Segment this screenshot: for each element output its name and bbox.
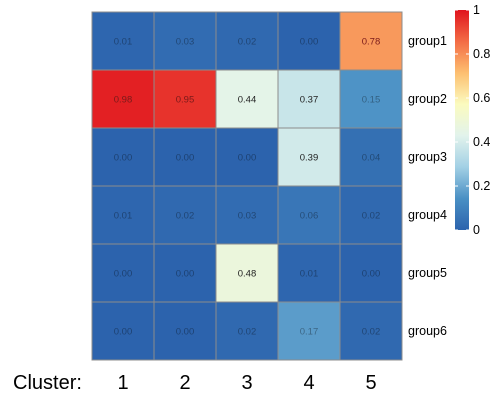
heatmap-cell	[215, 69, 279, 129]
cell-value-label: 0.01	[300, 269, 319, 280]
cell-value-label: 0.44	[238, 95, 257, 106]
heatmap-cell	[215, 11, 279, 71]
cell-value-label: 0.48	[238, 269, 257, 280]
cell-value-label: 0.00	[176, 327, 195, 338]
row-label: group6	[408, 324, 447, 338]
legend-tick-label: 0	[473, 223, 480, 237]
row-label: group2	[408, 92, 447, 106]
cell-value-label: 0.02	[238, 327, 257, 338]
heatmap-cell	[339, 301, 403, 361]
cell-value-label: 0.00	[176, 153, 195, 164]
cell-value-label: 0.03	[238, 211, 257, 222]
heatmap-cell	[277, 185, 341, 245]
cell-value-label: 0.39	[300, 153, 319, 164]
column-labels: 1 2 3 4 5	[117, 372, 376, 394]
cell-value-label: 0.04	[362, 153, 381, 164]
heatmap-cell	[91, 243, 155, 303]
column-label: 2	[179, 372, 190, 394]
cell-value-label: 0.00	[362, 269, 381, 280]
row-label: group4	[408, 208, 447, 222]
heatmap-cell	[277, 301, 341, 361]
legend-tick-label: 1	[473, 3, 480, 17]
heatmap-cell	[339, 69, 403, 129]
cell-value-label: 0.02	[362, 211, 381, 222]
cell-value-label: 0.37	[300, 95, 319, 106]
cell-value-label: 0.01	[114, 37, 133, 48]
cell-value-label: 0.00	[114, 153, 133, 164]
heatmap-cell	[91, 11, 155, 71]
cell-value-label: 0.00	[114, 269, 133, 280]
heatmap-cell	[153, 11, 217, 71]
cell-value-label: 0.98	[114, 95, 133, 106]
row-label: group5	[408, 266, 447, 280]
row-label: group1	[408, 34, 447, 48]
heatmap-cell	[91, 185, 155, 245]
heatmap-cell	[215, 243, 279, 303]
legend-tick-label: 0.6	[473, 91, 490, 105]
column-label: 4	[303, 372, 314, 394]
cell-value-label: 0.00	[176, 269, 195, 280]
cell-value-label: 0.02	[362, 327, 381, 338]
heatmap-cell	[215, 301, 279, 361]
color-legend-bar	[455, 10, 469, 230]
cell-value-label: 0.01	[114, 211, 133, 222]
column-label: 1	[117, 372, 128, 394]
cell-value-label: 0.00	[238, 153, 257, 164]
legend-tick-label: 0.2	[473, 179, 490, 193]
heatmap-cells: 0.01 0.03 0.02 0.00 0.78 0.98 0.95 0.44 0.37 0.15…	[91, 11, 403, 361]
heatmap-cell	[339, 185, 403, 245]
column-label: 5	[365, 372, 376, 394]
legend-tick-label: 0.8	[473, 47, 490, 61]
color-legend-ticks: 1 0.8 0.6 0.4 0.2 0	[455, 3, 490, 237]
cluster-axis-title: Cluster:	[13, 372, 82, 394]
heatmap-cell	[277, 127, 341, 187]
heatmap-cell	[153, 243, 217, 303]
cell-value-label: 0.00	[114, 327, 133, 338]
heatmap-cell	[91, 69, 155, 129]
heatmap-cell	[153, 301, 217, 361]
legend-tick-label: 0.4	[473, 135, 490, 149]
heatmap-cell	[215, 185, 279, 245]
cell-value-label: 0.15	[362, 95, 381, 106]
heatmap-cell	[153, 185, 217, 245]
cell-value-label: 0.78	[362, 37, 381, 48]
heatmap-cell	[153, 127, 217, 187]
cell-value-label: 0.17	[300, 327, 319, 338]
row-label: group3	[408, 150, 447, 164]
cell-value-label: 0.03	[176, 37, 195, 48]
row-labels: group1 group2 group3 group4 group5 group6	[408, 34, 447, 338]
cell-value-label: 0.06	[300, 211, 319, 222]
heatmap-cell	[339, 243, 403, 303]
cell-value-label: 0.95	[176, 95, 195, 106]
cell-value-label: 0.00	[300, 37, 319, 48]
column-label: 3	[241, 372, 252, 394]
cell-value-label: 0.02	[238, 37, 257, 48]
cell-value-label: 0.02	[176, 211, 195, 222]
